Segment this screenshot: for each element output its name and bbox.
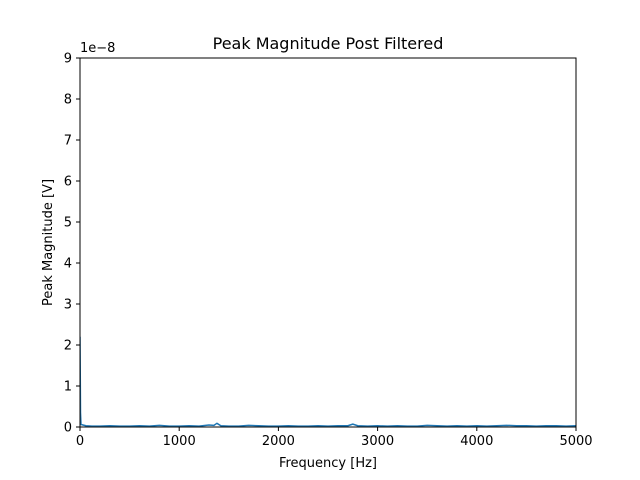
y-tick-label: 4 — [64, 257, 72, 272]
y-tick-label: 8 — [64, 93, 72, 108]
y-axis-ticks: 0 1 2 3 4 5 6 7 8 9 — [64, 52, 80, 436]
plot-area — [79, 57, 577, 428]
x-tick-label: 4000 — [460, 434, 493, 449]
y-axis-label: Peak Magnitude [V] — [41, 179, 56, 306]
y-tick-label: 2 — [64, 339, 72, 354]
y-tick-label: 9 — [64, 52, 72, 67]
series-line-0 — [80, 336, 576, 427]
y-tick-label: 6 — [64, 175, 72, 190]
x-tick-label: 2000 — [262, 434, 295, 449]
y-tick-label: 7 — [64, 134, 72, 149]
axes-frame — [79, 57, 577, 428]
y-tick-label: 5 — [64, 216, 72, 231]
chart-title: Peak Magnitude Post Filtered — [213, 34, 444, 53]
x-tick-label: 0 — [76, 434, 84, 449]
x-tick-label: 1000 — [163, 434, 196, 449]
y-tick-label: 0 — [64, 421, 72, 436]
y-tick-label: 1 — [64, 380, 72, 395]
y-tick-label: 3 — [64, 298, 72, 313]
x-axis-label: Frequency [Hz] — [279, 456, 377, 471]
x-tick-label: 5000 — [559, 434, 592, 449]
series-layer — [80, 336, 576, 427]
x-tick-label: 3000 — [361, 434, 394, 449]
y-axis-offset-label: 1e−8 — [80, 41, 115, 56]
x-axis-ticks: 0 1000 2000 3000 4000 5000 — [76, 427, 593, 449]
